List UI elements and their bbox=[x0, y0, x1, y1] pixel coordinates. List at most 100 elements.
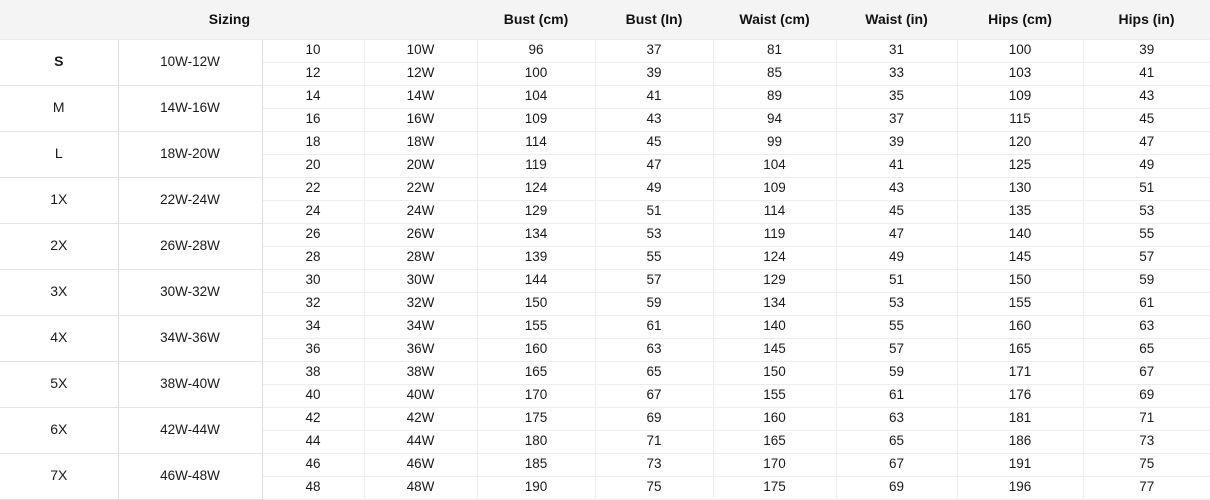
size-letter-cell: L bbox=[0, 130, 119, 178]
hips-cm-cell: 140 bbox=[956, 222, 1084, 247]
hips-cm-cell: 186 bbox=[956, 429, 1084, 454]
bust-in-cell: 45 bbox=[594, 130, 714, 155]
bust-in-cell: 59 bbox=[594, 291, 714, 316]
waist-cm-cell: 81 bbox=[712, 38, 837, 63]
table-row: 28 28W 139 55 124 49 145 57 bbox=[0, 245, 1210, 270]
waist-in-cell: 69 bbox=[835, 475, 958, 500]
size-range-cell: 34W-36W bbox=[118, 314, 263, 362]
table-row: 20 20W 119 47 104 41 125 49 bbox=[0, 153, 1210, 178]
us-size-cell: 10 bbox=[262, 38, 365, 63]
us-size-cell: 16 bbox=[262, 107, 365, 132]
hips-cm-cell: 160 bbox=[956, 314, 1084, 339]
size-letter-cell: S bbox=[0, 38, 119, 86]
waist-cm-cell: 175 bbox=[712, 475, 837, 500]
size-letter-cell: 7X bbox=[0, 452, 119, 500]
bust-in-cell: 63 bbox=[594, 337, 714, 362]
bust-cm-cell: 180 bbox=[476, 429, 596, 454]
bust-cm-cell: 129 bbox=[476, 199, 596, 224]
bust-cm-cell: 144 bbox=[476, 268, 596, 293]
waist-in-cell: 67 bbox=[835, 452, 958, 477]
waist-cm-cell: 145 bbox=[712, 337, 837, 362]
waist-in-cell: 55 bbox=[835, 314, 958, 339]
us-size-cell: 44 bbox=[262, 429, 365, 454]
us-size-cell: 34 bbox=[262, 314, 365, 339]
hips-cm-cell: 165 bbox=[956, 337, 1084, 362]
waist-in-cell: 45 bbox=[835, 199, 958, 224]
w-size-cell: 18W bbox=[363, 130, 478, 155]
bust-in-cell: 41 bbox=[594, 84, 714, 109]
hips-in-cell: 63 bbox=[1082, 314, 1210, 339]
us-size-cell: 24 bbox=[262, 199, 365, 224]
hips-cm-cell: 150 bbox=[956, 268, 1084, 293]
us-size-cell: 28 bbox=[262, 245, 365, 270]
bust-in-cell: 57 bbox=[594, 268, 714, 293]
w-size-cell: 42W bbox=[363, 406, 478, 431]
waist-in-cell: 41 bbox=[835, 153, 958, 178]
column-header-hips-in: Hips (in) bbox=[1083, 0, 1210, 40]
size-range-cell: 42W-44W bbox=[118, 406, 263, 454]
bust-in-cell: 47 bbox=[594, 153, 714, 178]
bust-in-cell: 61 bbox=[594, 314, 714, 339]
us-size-cell: 26 bbox=[262, 222, 365, 247]
us-size-cell: 38 bbox=[262, 360, 365, 385]
table-row: 40 40W 170 67 155 61 176 69 bbox=[0, 383, 1210, 408]
size-range-cell: 38W-40W bbox=[118, 360, 263, 408]
bust-in-cell: 69 bbox=[594, 406, 714, 431]
waist-in-cell: 65 bbox=[835, 429, 958, 454]
bust-cm-cell: 119 bbox=[476, 153, 596, 178]
w-size-cell: 48W bbox=[363, 475, 478, 500]
w-size-cell: 16W bbox=[363, 107, 478, 132]
table-body: S 10W-12W 10 10W 96 37 81 31 100 39 12 12W 100 39 85 33… bbox=[0, 38, 1210, 500]
w-size-cell: 24W bbox=[363, 199, 478, 224]
hips-in-cell: 77 bbox=[1082, 475, 1210, 500]
us-size-cell: 48 bbox=[262, 475, 365, 500]
hips-in-cell: 71 bbox=[1082, 406, 1210, 431]
table-row: 48 48W 190 75 175 69 196 77 bbox=[0, 475, 1210, 500]
waist-in-cell: 39 bbox=[835, 130, 958, 155]
us-size-cell: 12 bbox=[262, 61, 365, 86]
bust-cm-cell: 109 bbox=[476, 107, 596, 132]
bust-cm-cell: 100 bbox=[476, 61, 596, 86]
table-row: 16 16W 109 43 94 37 115 45 bbox=[0, 107, 1210, 132]
w-size-cell: 10W bbox=[363, 38, 478, 63]
hips-cm-cell: 145 bbox=[956, 245, 1084, 270]
hips-in-cell: 43 bbox=[1082, 84, 1210, 109]
waist-cm-cell: 134 bbox=[712, 291, 837, 316]
w-size-cell: 20W bbox=[363, 153, 478, 178]
hips-in-cell: 53 bbox=[1082, 199, 1210, 224]
column-header-waist-cm: Waist (cm) bbox=[713, 0, 837, 40]
bust-in-cell: 75 bbox=[594, 475, 714, 500]
bust-cm-cell: 104 bbox=[476, 84, 596, 109]
waist-cm-cell: 99 bbox=[712, 130, 837, 155]
us-size-cell: 36 bbox=[262, 337, 365, 362]
table-row: 4X 34W-36W 34 34W 155 61 140 55 160 63 bbox=[0, 314, 1210, 362]
waist-in-cell: 49 bbox=[835, 245, 958, 270]
bust-cm-cell: 190 bbox=[476, 475, 596, 500]
hips-in-cell: 75 bbox=[1082, 452, 1210, 477]
waist-cm-cell: 129 bbox=[712, 268, 837, 293]
waist-cm-cell: 170 bbox=[712, 452, 837, 477]
hips-cm-cell: 171 bbox=[956, 360, 1084, 385]
w-size-cell: 28W bbox=[363, 245, 478, 270]
hips-in-cell: 47 bbox=[1082, 130, 1210, 155]
waist-cm-cell: 114 bbox=[712, 199, 837, 224]
hips-cm-cell: 100 bbox=[956, 38, 1084, 63]
bust-cm-cell: 185 bbox=[476, 452, 596, 477]
table-row: 6X 42W-44W 42 42W 175 69 160 63 181 71 bbox=[0, 406, 1210, 454]
waist-cm-cell: 89 bbox=[712, 84, 837, 109]
bust-cm-cell: 134 bbox=[476, 222, 596, 247]
hips-cm-cell: 181 bbox=[956, 406, 1084, 431]
waist-cm-cell: 94 bbox=[712, 107, 837, 132]
table-row: M 14W-16W 14 14W 104 41 89 35 109 43 bbox=[0, 84, 1210, 132]
size-range-cell: 10W-12W bbox=[118, 38, 263, 86]
w-size-cell: 14W bbox=[363, 84, 478, 109]
w-size-cell: 30W bbox=[363, 268, 478, 293]
column-header-sizing: Sizing bbox=[0, 0, 263, 40]
bust-cm-cell: 139 bbox=[476, 245, 596, 270]
hips-cm-cell: 125 bbox=[956, 153, 1084, 178]
hips-in-cell: 61 bbox=[1082, 291, 1210, 316]
table-row: 2X 26W-28W 26 26W 134 53 119 47 140 55 bbox=[0, 222, 1210, 270]
hips-in-cell: 59 bbox=[1082, 268, 1210, 293]
us-size-cell: 32 bbox=[262, 291, 365, 316]
size-range-cell: 14W-16W bbox=[118, 84, 263, 132]
